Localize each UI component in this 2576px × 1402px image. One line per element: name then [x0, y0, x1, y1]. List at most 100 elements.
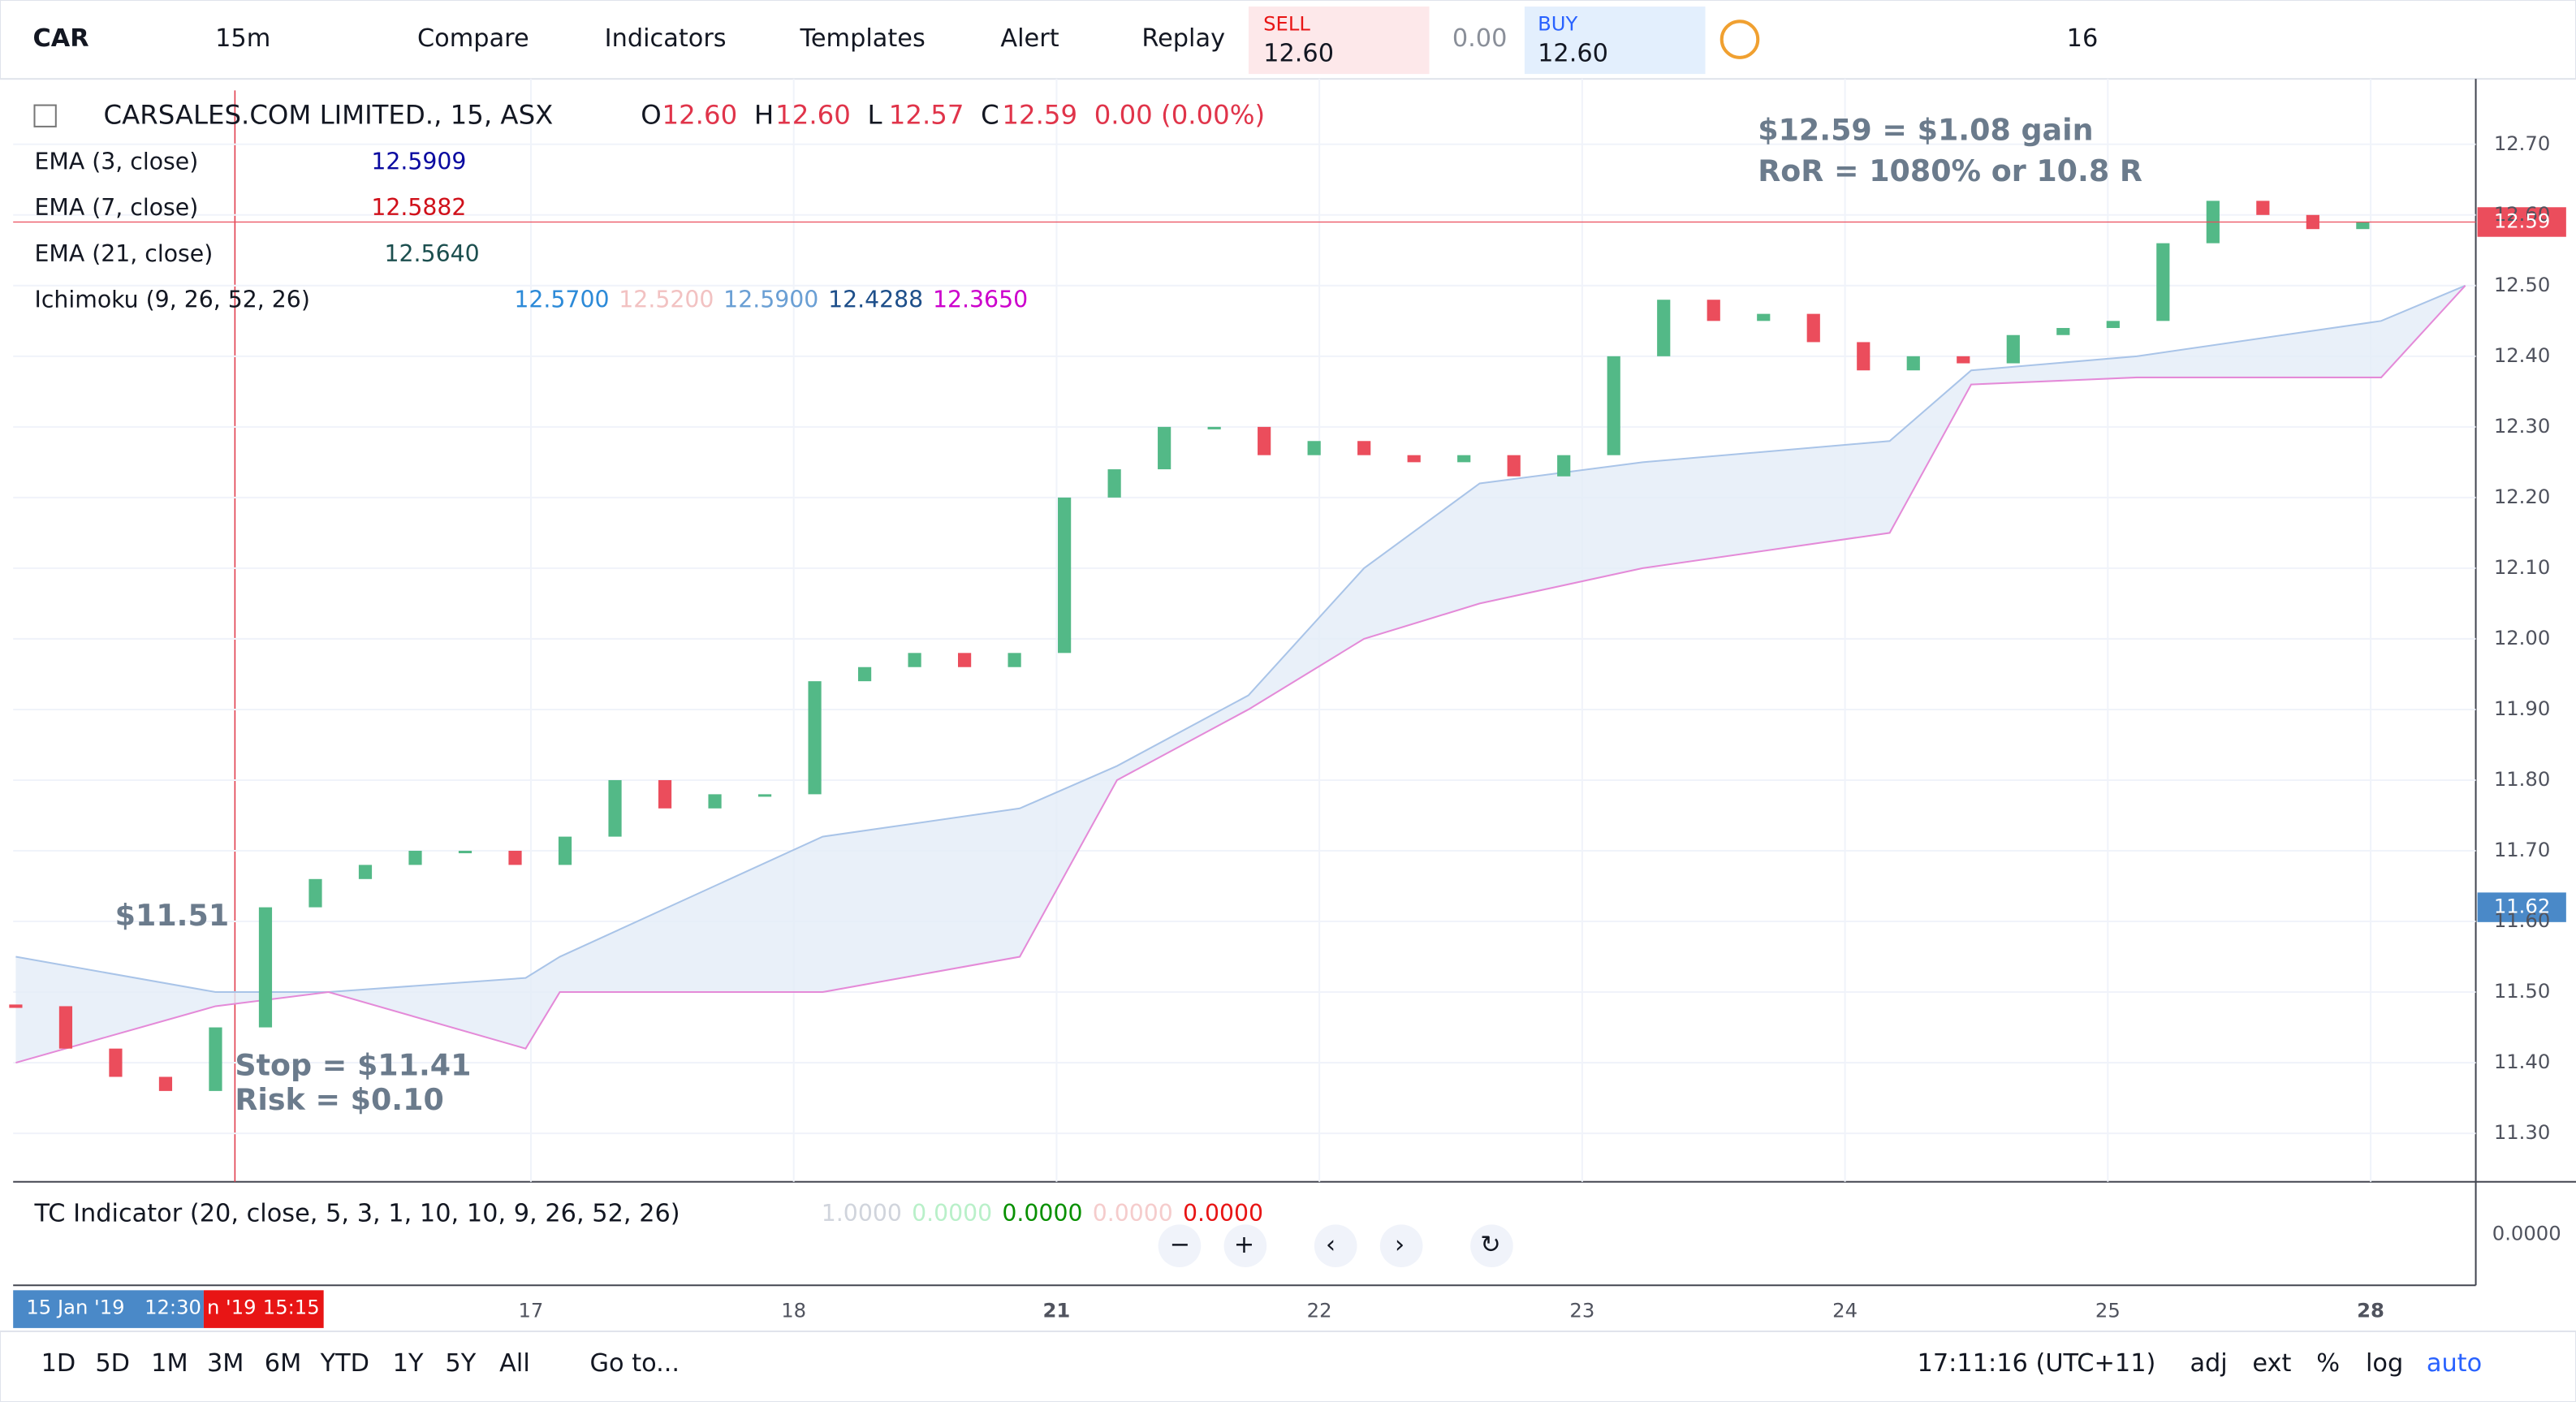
y-tick-label: 11.40 [2494, 1050, 2550, 1073]
tc-axis-label: 0.0000 [2492, 1221, 2561, 1245]
range-button[interactable]: 5Y [445, 1349, 476, 1378]
range-button[interactable]: 1M [151, 1349, 188, 1378]
y-tick-label: 11.50 [2494, 979, 2550, 1003]
tc-value: 0.0000 [1093, 1200, 1173, 1227]
candle [1207, 426, 1221, 429]
cloud-lower [15, 285, 2466, 1064]
y-tick-label: 12.50 [2494, 273, 2550, 296]
x-tick-label: 24 [1832, 1299, 1858, 1322]
cloud-fill [15, 285, 2466, 1063]
auto[interactable]: auto [2427, 1349, 2482, 1378]
candle [1307, 441, 1321, 455]
range-button[interactable]: YTD [320, 1349, 369, 1378]
sell-label[interactable]: SELL [1263, 11, 1310, 35]
candle [2106, 321, 2120, 329]
annotation: RoR = 1080% or 10.8 R [1758, 153, 2142, 188]
indicator-value: 12.5909 [371, 148, 466, 175]
scroll-right[interactable] [1379, 1224, 1423, 1267]
candle [1657, 300, 1671, 356]
candle [958, 653, 972, 667]
font-size[interactable]: 16 [2067, 24, 2099, 53]
range-button[interactable]: 1Y [393, 1349, 424, 1378]
buy-price[interactable]: 12.60 [1538, 39, 1608, 67]
y-tick-label: 11.60 [2494, 908, 2550, 932]
ohlc-key: C [981, 100, 999, 131]
zoom-in[interactable] [1223, 1224, 1267, 1267]
candle [209, 1027, 222, 1091]
candle [1107, 469, 1121, 498]
annotation: Stop = $11.41 [235, 1047, 471, 1082]
spread: 0.00 [1452, 24, 1508, 53]
crosshair-tag [2477, 892, 2566, 922]
last-price-tag [2477, 207, 2566, 237]
alert[interactable]: Alert [1000, 24, 1059, 53]
range-button[interactable]: 6M [265, 1349, 302, 1378]
minus-icon: − [1170, 1231, 1190, 1259]
ui-texts: CAR 15m Compare Indicators Templates Ale… [26, 11, 2561, 1378]
ohlc-key: H [754, 100, 774, 131]
x-tick-label: 28 [2357, 1299, 2384, 1322]
interval[interactable]: 15m [215, 24, 270, 53]
x-tick-label: 17 [519, 1299, 544, 1322]
indicator-value: 12.5882 [371, 194, 466, 221]
log[interactable]: log [2366, 1349, 2403, 1378]
cloud-upper [15, 284, 2466, 994]
candle [1507, 455, 1521, 477]
candle [258, 907, 273, 1028]
x-tick-label: 23 [1569, 1299, 1594, 1322]
percent[interactable]: % [2316, 1349, 2340, 1378]
adj[interactable]: adj [2190, 1349, 2227, 1378]
candle [408, 850, 422, 865]
indicator-label: EMA (21, close) [34, 240, 213, 267]
symbol[interactable]: CAR [32, 24, 88, 53]
left-icon: ‹ [1326, 1231, 1335, 1259]
zoom-out[interactable] [1158, 1224, 1202, 1267]
range-button[interactable]: 1D [41, 1349, 76, 1378]
collapse-icon[interactable] [33, 104, 57, 127]
candle [757, 794, 772, 797]
info-icon[interactable] [1719, 19, 1760, 59]
ext[interactable]: ext [2252, 1349, 2291, 1378]
compare[interactable]: Compare [417, 24, 529, 53]
candle [1457, 455, 1471, 463]
indicator-label: Ichimoku (9, 26, 52, 26) [34, 287, 309, 313]
annotation: $12.59 = $1.08 gain [1758, 112, 2093, 147]
candle [158, 1076, 173, 1091]
sell-price[interactable]: 12.60 [1263, 39, 1334, 67]
ohlc-key: O [641, 100, 661, 131]
y-tick-label: 12.00 [2494, 626, 2550, 649]
range-button[interactable]: 3M [207, 1349, 244, 1378]
x-tick-label: 22 [1307, 1299, 1332, 1322]
range-button[interactable]: 5D [95, 1349, 130, 1378]
y-tick-label: 12.30 [2494, 414, 2550, 438]
buy-box[interactable] [1524, 6, 1706, 75]
candle [109, 1048, 123, 1077]
reset-icon: ↻ [1480, 1231, 1500, 1259]
indicators[interactable]: Indicators [605, 24, 727, 53]
templates[interactable]: Templates [799, 24, 925, 53]
tc-value: 0.0000 [912, 1200, 992, 1227]
candle [1707, 300, 1720, 321]
y-tick-label: 12.10 [2494, 555, 2550, 579]
indicator-label: EMA (7, close) [34, 194, 198, 221]
replay[interactable]: Replay [1141, 24, 1225, 53]
scroll-left[interactable] [1314, 1224, 1357, 1267]
y-tick-label: 12.40 [2494, 343, 2550, 367]
sell-box[interactable] [1248, 6, 1430, 75]
buy-label[interactable]: BUY [1538, 11, 1577, 35]
last-price-label: 12.59 [2494, 209, 2550, 232]
range-button[interactable]: All [499, 1349, 530, 1378]
y-tick-label: 11.90 [2494, 697, 2550, 720]
goto[interactable]: Go to... [589, 1349, 680, 1378]
reset[interactable] [1470, 1224, 1513, 1267]
candle [1058, 497, 1072, 654]
y-tick-label: 12.20 [2494, 485, 2550, 508]
candle [309, 878, 322, 908]
candle [908, 653, 921, 667]
candle [1258, 426, 1271, 455]
indicator-label: EMA (3, close) [34, 148, 198, 175]
candle [458, 850, 472, 854]
candle [1557, 455, 1571, 477]
candle [2056, 328, 2070, 335]
